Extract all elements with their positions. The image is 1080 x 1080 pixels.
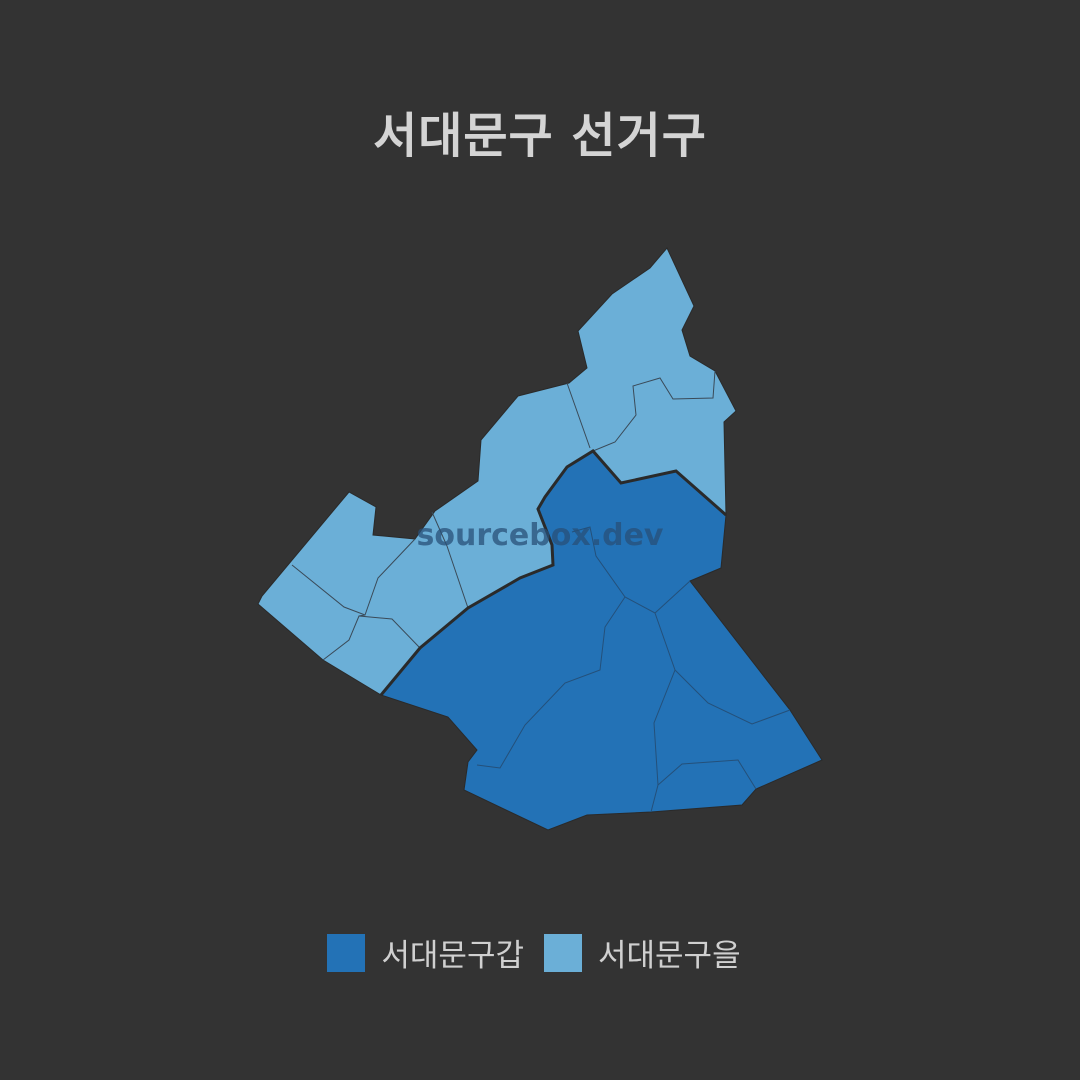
dong-boundaries-eul: [291, 370, 716, 661]
legend-swatch-eul: [544, 933, 582, 972]
legend-label-eul: 서대문구을: [598, 938, 741, 974]
legend: 서대문구갑 서대문구을: [0, 930, 1080, 975]
dong-boundaries-gap: [476, 526, 791, 813]
legend-label-gap: 서대문구갑: [381, 938, 524, 974]
legend-item-gap[interactable]: 서대문구갑: [327, 930, 536, 975]
legend-item-eul[interactable]: 서대문구을: [544, 930, 753, 975]
district-border: [379, 449, 727, 696]
legend-swatch-gap: [327, 933, 366, 972]
map-title: 서대문구 선거구: [373, 108, 707, 164]
watermark: sourcebox.dev: [416, 518, 664, 553]
